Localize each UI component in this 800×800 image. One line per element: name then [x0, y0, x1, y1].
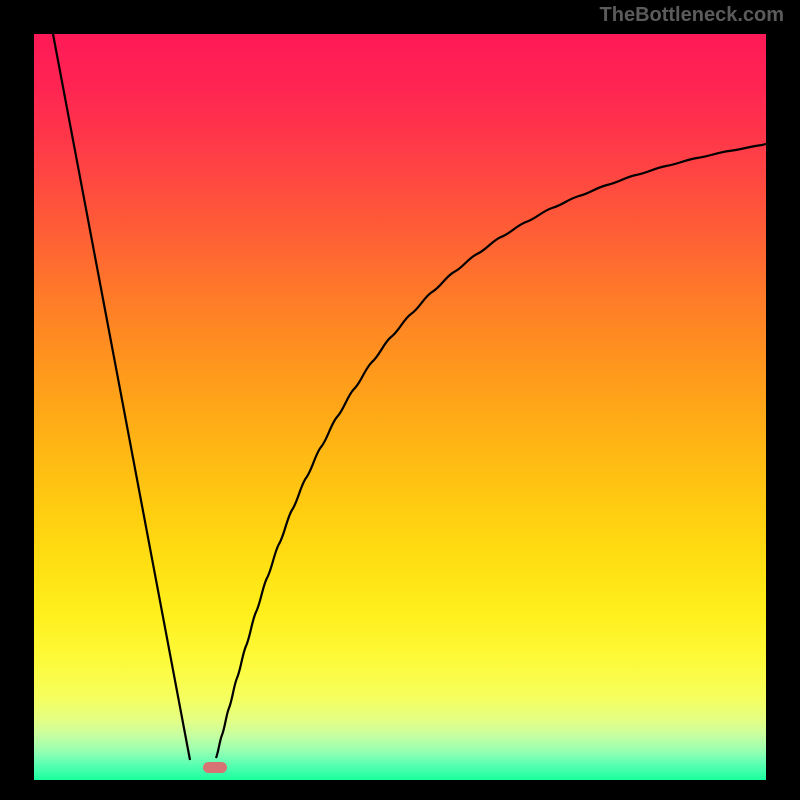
- chart-svg: [0, 0, 800, 800]
- bottleneck-chart: TheBottleneck.com: [0, 0, 800, 800]
- watermark-text: TheBottleneck.com: [600, 4, 784, 27]
- optimal-marker: [203, 762, 227, 773]
- plot-gradient-background: [34, 34, 766, 780]
